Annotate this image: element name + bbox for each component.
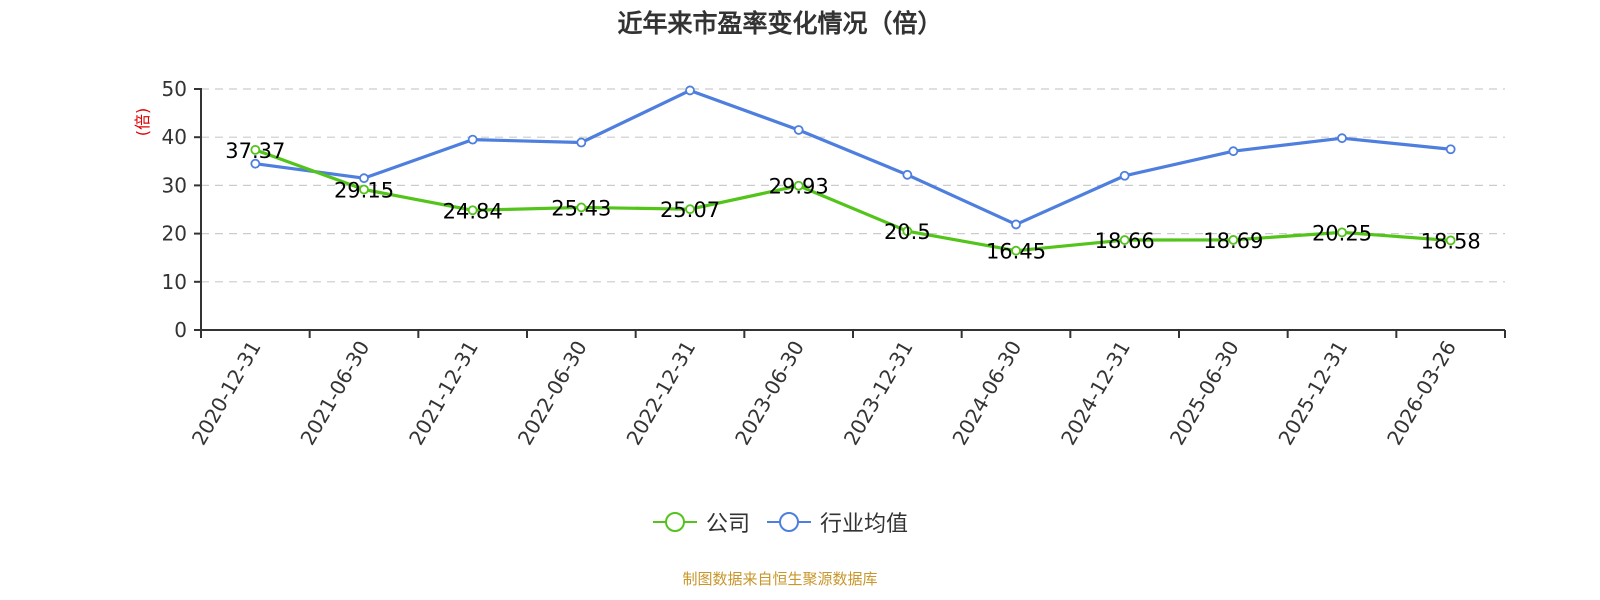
x-tick-label: 2024-12-31 <box>1056 337 1135 450</box>
data-label: 24.84 <box>443 199 503 223</box>
data-point[interactable] <box>576 137 587 148</box>
data-label: 20.25 <box>1312 221 1372 245</box>
chart-title: 近年来市盈率变化情况（倍） <box>617 9 943 38</box>
legend-label-industry: 行业均值 <box>820 512 909 537</box>
x-tick-label: 2026-03-26 <box>1382 337 1461 450</box>
x-tick-label: 2025-12-31 <box>1273 337 1352 450</box>
gridlines <box>201 88 1505 283</box>
data-point[interactable] <box>1119 170 1130 181</box>
data-point[interactable] <box>793 125 804 135</box>
company-line <box>254 148 1451 253</box>
x-tick-label: 2022-12-31 <box>621 337 700 450</box>
y-tick-label: 0 <box>174 318 187 342</box>
data-point[interactable] <box>250 158 261 169</box>
x-tick-label: 2021-12-31 <box>404 336 483 449</box>
data-point[interactable] <box>467 134 478 145</box>
x-tick-label: 2021-06-30 <box>295 337 374 450</box>
data-point[interactable] <box>1445 144 1456 155</box>
data-label: 29.93 <box>769 175 829 199</box>
data-point[interactable] <box>359 184 369 195</box>
legend: 公司 行业均值 <box>0 506 1560 538</box>
data-label: 25.43 <box>551 196 611 220</box>
source-footnote: 制图数据来自恒生聚源数据库 <box>682 570 878 588</box>
data-point[interactable] <box>467 205 478 216</box>
series-lines <box>250 85 1456 256</box>
legend-line-circle-icon-company <box>652 512 697 532</box>
legend-label-company: 公司 <box>705 512 750 537</box>
x-tick-label: 2023-12-31 <box>839 336 918 449</box>
data-point[interactable] <box>685 85 695 96</box>
data-label: 29.15 <box>334 178 394 202</box>
y-axis-unit-label: (倍) <box>133 108 152 137</box>
data-point[interactable] <box>1337 227 1347 238</box>
data-label: 16.45 <box>986 240 1046 264</box>
data-label: 25.07 <box>660 198 720 222</box>
data-label: 18.66 <box>1095 229 1155 253</box>
data-label: 20.5 <box>884 220 931 244</box>
x-tick-label: 2020-12-31 <box>187 337 266 450</box>
y-tick-label: 20 <box>162 222 187 246</box>
x-tick-label: 2025-06-30 <box>1165 337 1244 450</box>
y-tick-label: 40 <box>162 125 187 149</box>
data-label: 18.69 <box>1203 229 1263 253</box>
data-point[interactable] <box>1337 133 1347 144</box>
data-point[interactable] <box>1228 146 1239 157</box>
industry-line <box>255 88 1451 227</box>
data-point[interactable] <box>1011 219 1021 230</box>
y-tick-label: 10 <box>162 270 187 294</box>
x-tick-label: 2022-06-30 <box>513 337 592 450</box>
legend-item-company[interactable]: 公司 <box>652 506 750 538</box>
data-point[interactable] <box>793 180 804 191</box>
data-point[interactable] <box>902 226 913 237</box>
data-point[interactable] <box>1228 235 1239 245</box>
data-point[interactable] <box>250 144 261 155</box>
y-axis: 0 10 20 30 40 50 <box>162 77 202 342</box>
data-label: 18.58 <box>1421 229 1481 253</box>
y-tick-label: 50 <box>162 77 187 101</box>
data-point[interactable] <box>902 169 913 180</box>
data-point[interactable] <box>576 202 587 213</box>
y-tick-label: 30 <box>162 173 187 197</box>
data-label: 37.37 <box>225 139 285 163</box>
data-point[interactable] <box>1119 235 1130 245</box>
x-tick-label: 2023-06-30 <box>730 337 809 450</box>
data-point[interactable] <box>1011 245 1021 256</box>
data-point[interactable] <box>685 204 695 215</box>
data-point[interactable] <box>359 173 369 184</box>
legend-item-industry[interactable]: 行业均值 <box>766 506 908 538</box>
x-tick-label: 2024-06-30 <box>947 337 1026 450</box>
data-labels: 37.37 29.15 24.84 25.43 25.07 29.93 20.5 16.45 1… <box>225 139 1480 264</box>
data-point[interactable] <box>1445 235 1456 246</box>
legend-line-circle-icon-industry <box>767 512 811 532</box>
x-axis: 2020-12-31 2021-06-30 2021-12-31 2022-06-30… <box>187 329 1506 450</box>
line-chart: 0 10 20 30 40 50 (倍) 2020-12-31 2021-06-30 2021… <box>133 77 1506 450</box>
